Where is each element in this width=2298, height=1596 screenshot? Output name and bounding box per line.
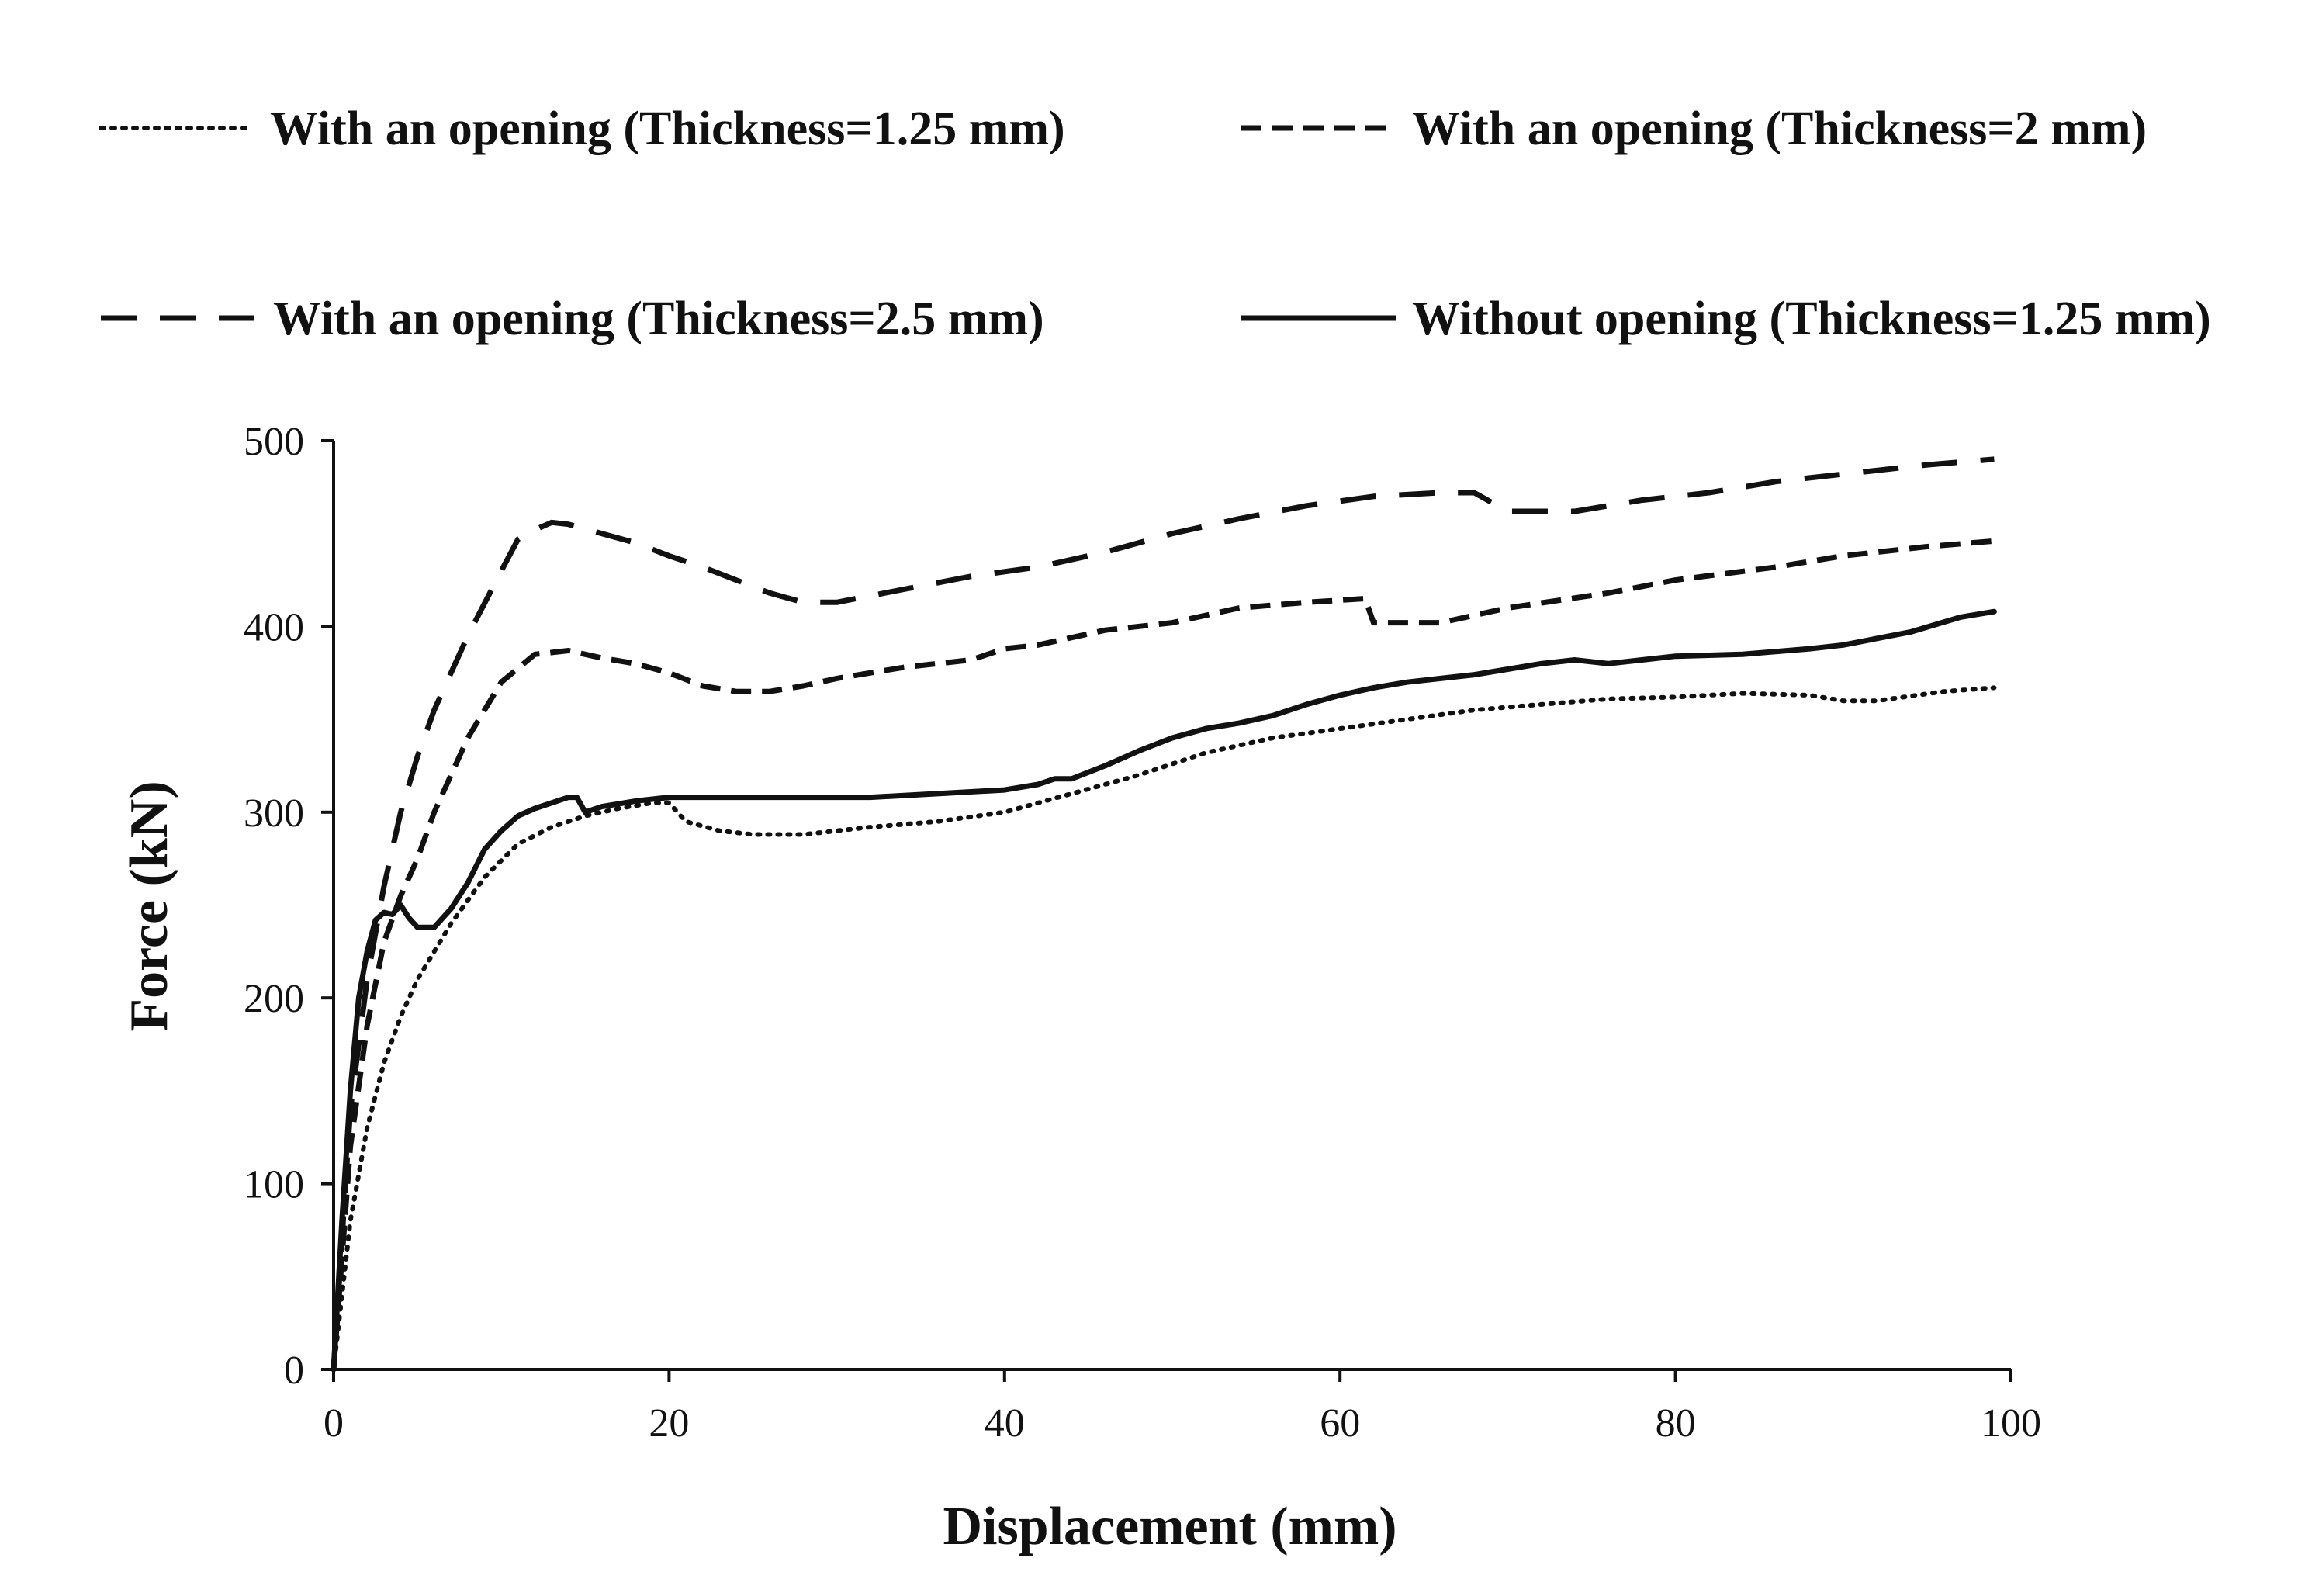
y-axis-title: Force (kN)	[119, 781, 179, 1031]
x-tick-label: 80	[1656, 1401, 1696, 1445]
legend-label-series-3: Without opening (Thickness=1.25 mm)	[1412, 293, 2211, 345]
series-line-2	[331, 456, 1995, 1370]
x-axis-title: Displacement (mm)	[943, 1497, 1396, 1556]
series-group	[331, 456, 1997, 1373]
series-line-1	[331, 538, 1995, 1370]
y-tick-label: 300	[244, 791, 304, 836]
x-tick-label: 40	[985, 1401, 1025, 1445]
x-tick-label: 100	[1981, 1401, 2041, 1445]
y-tick-label: 100	[244, 1163, 304, 1207]
series-line-0	[331, 685, 1997, 1372]
legend-label-series-0: With an opening (Thickness=1.25 mm)	[270, 102, 1065, 155]
x-ticks: 0 20 40 60 80 100	[324, 1369, 2041, 1445]
legend-label-series-1: With an opening (Thickness=2 mm)	[1412, 102, 2147, 155]
legend: With an opening (Thickness=1.25 mm) With…	[99, 102, 2211, 345]
series-line-3	[331, 608, 1997, 1373]
legend-label-series-2: With an opening (Thickness=2.5 mm)	[273, 293, 1044, 345]
y-ticks: 0 100 200 300 400 500	[244, 420, 334, 1393]
y-tick-label: 500	[244, 420, 304, 464]
x-tick-label: 0	[324, 1401, 344, 1445]
y-tick-label: 0	[284, 1348, 304, 1393]
x-tick-label: 20	[649, 1401, 689, 1445]
y-tick-label: 200	[244, 977, 304, 1021]
y-tick-label: 400	[244, 605, 304, 649]
x-tick-label: 60	[1320, 1401, 1360, 1445]
